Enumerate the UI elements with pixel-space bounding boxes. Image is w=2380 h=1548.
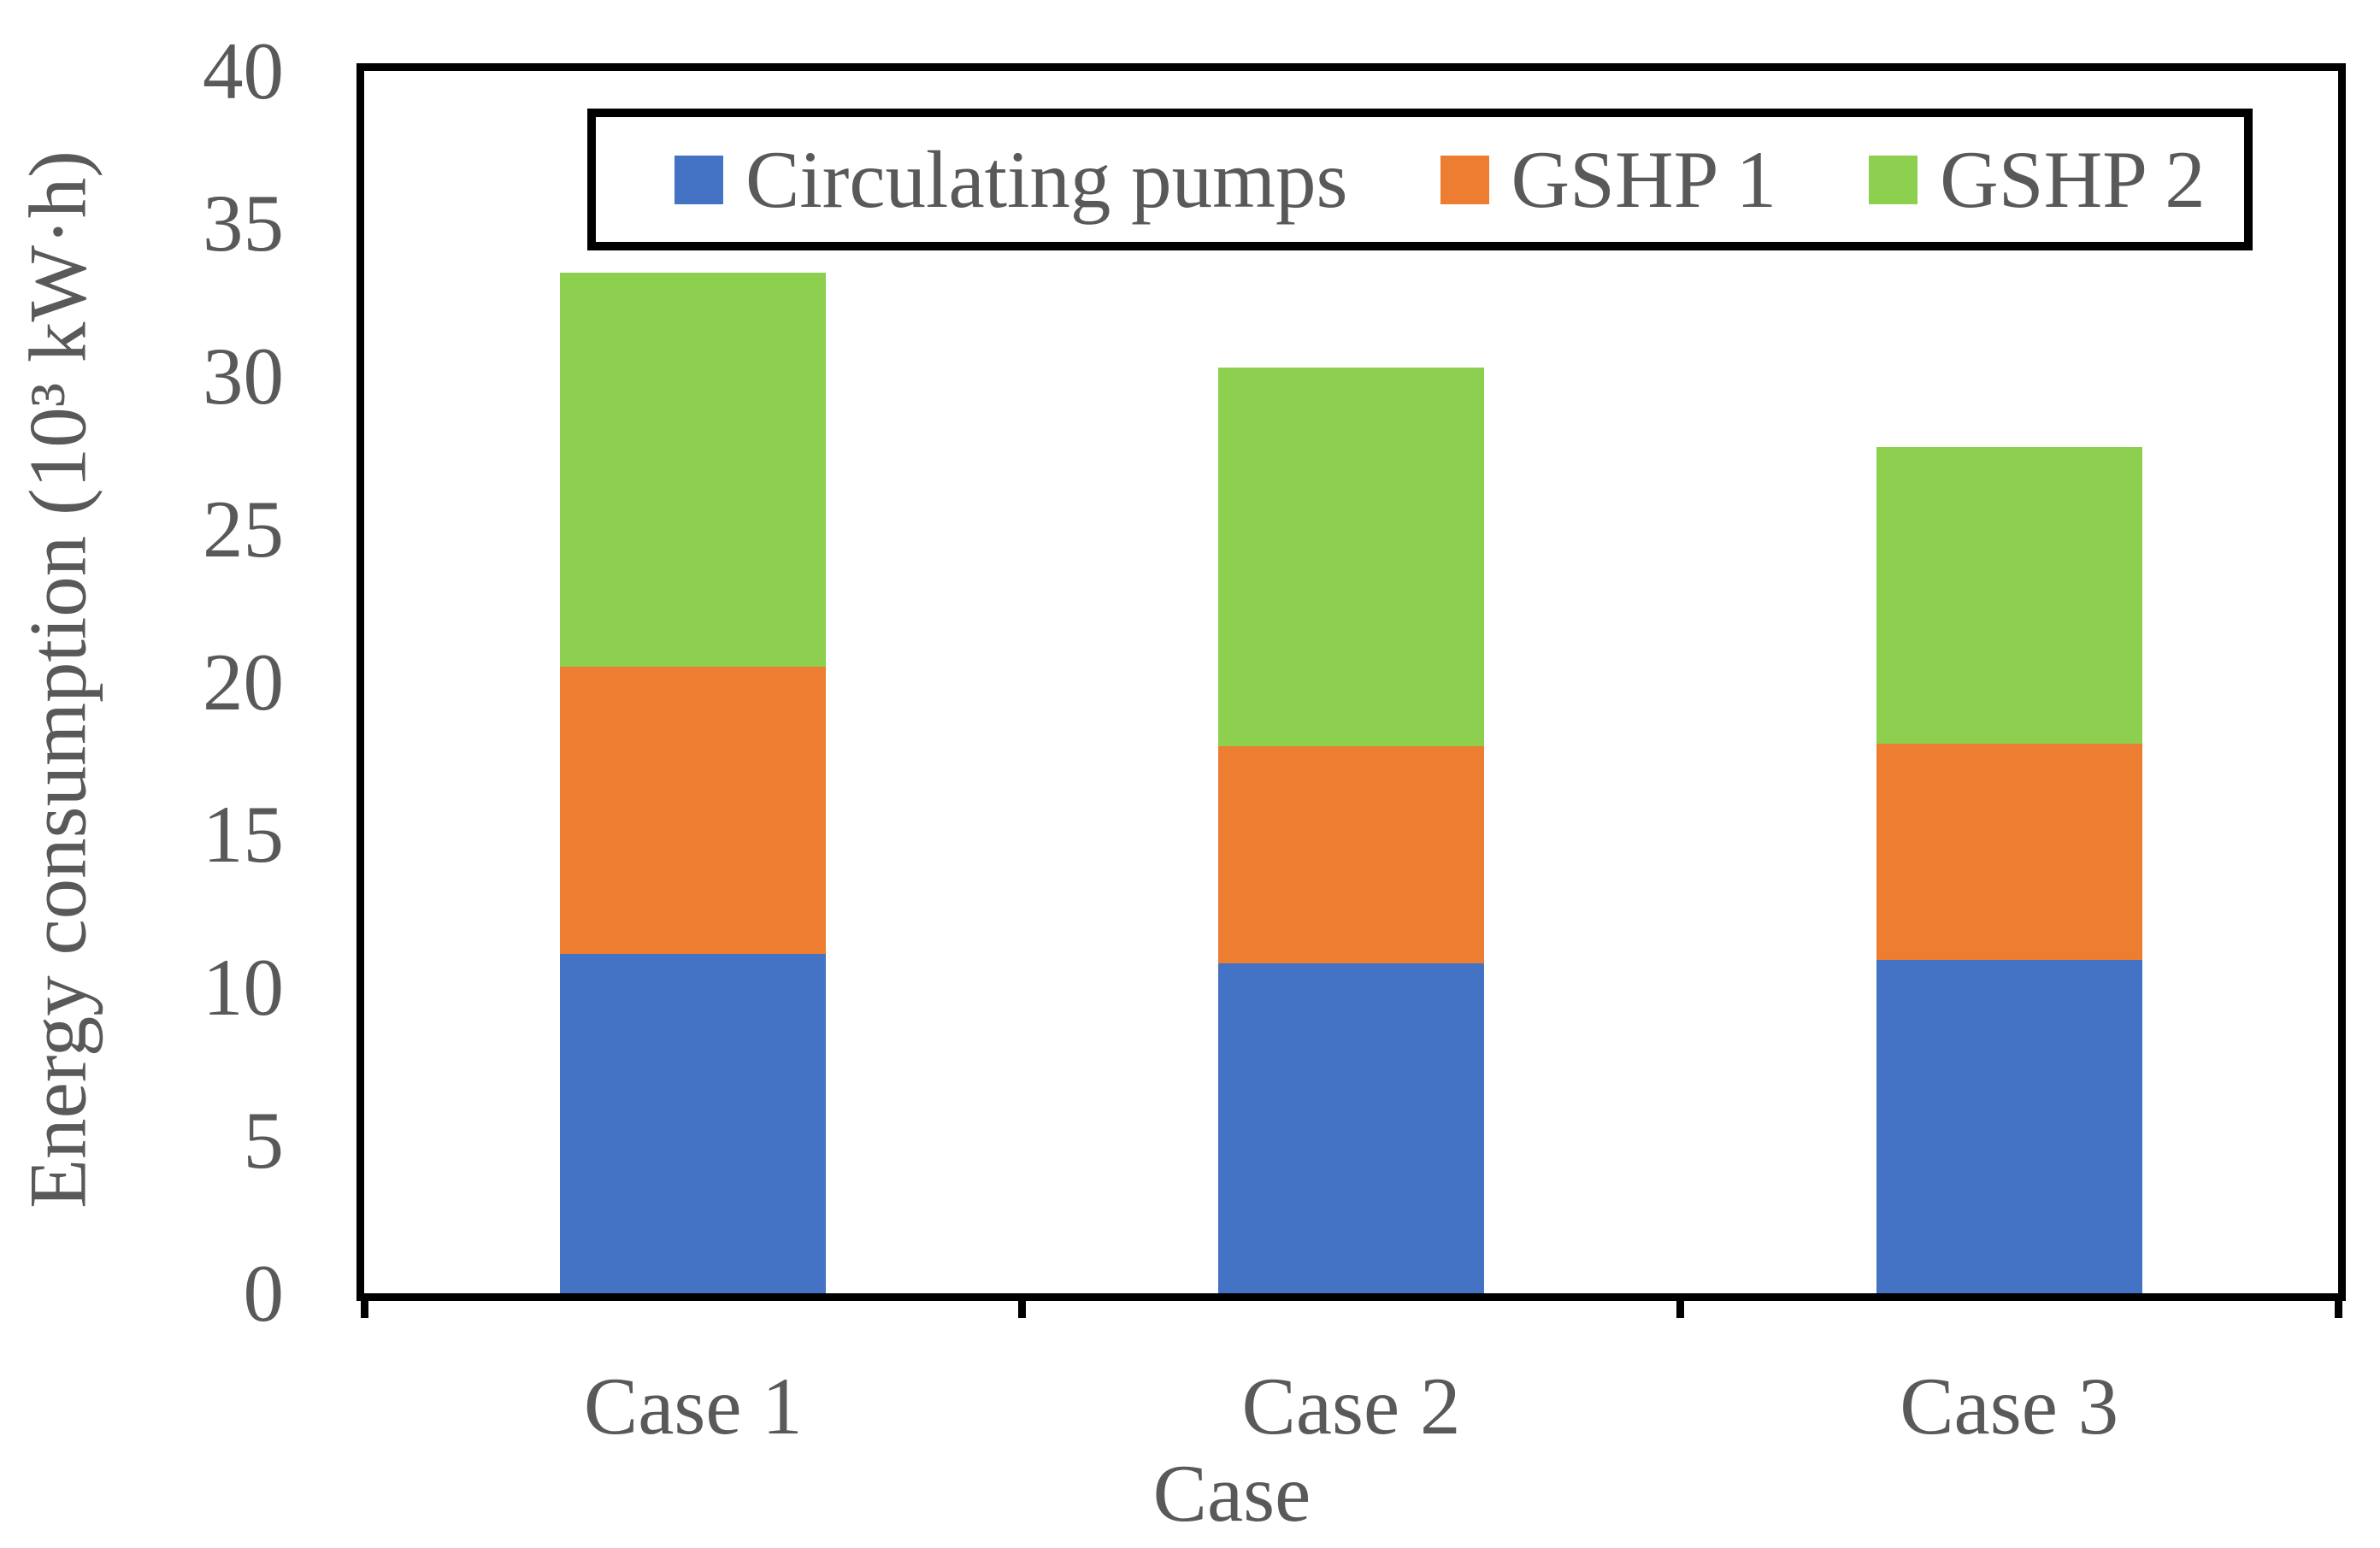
bar-segment-gshp-2 [1218, 367, 1484, 747]
legend-item: GSHP 2 [1869, 133, 2206, 225]
legend-swatch-icon [1869, 155, 1918, 204]
bar-segment-gshp-1 [560, 667, 827, 955]
bar-group-case-3 [1876, 71, 2142, 1293]
legend-label: Circulating pumps [745, 133, 1348, 225]
bar-group-case-1 [560, 71, 827, 1293]
bar-segment-gshp-2 [1876, 446, 2142, 744]
bar-segment-gshp-1 [1218, 746, 1484, 963]
y-tick-label: 0 [243, 1247, 285, 1339]
y-tick-label: 25 [203, 483, 284, 574]
x-category-label: Case 2 [1241, 1361, 1461, 1451]
bar-segment-circulating-pumps [560, 954, 827, 1293]
y-tick-label: 10 [203, 942, 284, 1033]
y-tick-label: 40 [203, 25, 284, 116]
bar-segment-circulating-pumps [1876, 960, 2142, 1293]
legend: Circulating pumps GSHP 1 GSHP 2 [587, 109, 2253, 250]
legend-item: GSHP 1 [1440, 133, 1777, 225]
legend-item: Circulating pumps [675, 133, 1348, 225]
x-tick-mark [2334, 1301, 2342, 1318]
x-category-label: Case 1 [583, 1361, 803, 1451]
legend-label: GSHP 2 [1940, 133, 2206, 225]
x-category-label: Case 3 [1900, 1361, 2119, 1451]
x-tick-mark [1018, 1301, 1027, 1318]
plot-area [364, 71, 2338, 1293]
y-tick-label: 15 [203, 789, 284, 880]
legend-swatch-icon [675, 155, 723, 204]
bar-segment-circulating-pumps [1218, 962, 1484, 1293]
x-axis-title: Case [1152, 1448, 1311, 1539]
legend-swatch-icon [1440, 155, 1489, 204]
x-tick-mark [1676, 1301, 1684, 1318]
y-tick-label: 20 [203, 636, 284, 727]
y-tick-label: 5 [243, 1094, 285, 1186]
bar-segment-gshp-2 [560, 272, 827, 668]
bar-group-case-2 [1218, 71, 1484, 1293]
y-tick-label: 35 [203, 178, 284, 269]
x-tick-mark [360, 1301, 368, 1318]
y-tick-label: 30 [203, 331, 284, 421]
bar-segment-gshp-1 [1876, 743, 2142, 961]
legend-label: GSHP 1 [1511, 133, 1777, 225]
